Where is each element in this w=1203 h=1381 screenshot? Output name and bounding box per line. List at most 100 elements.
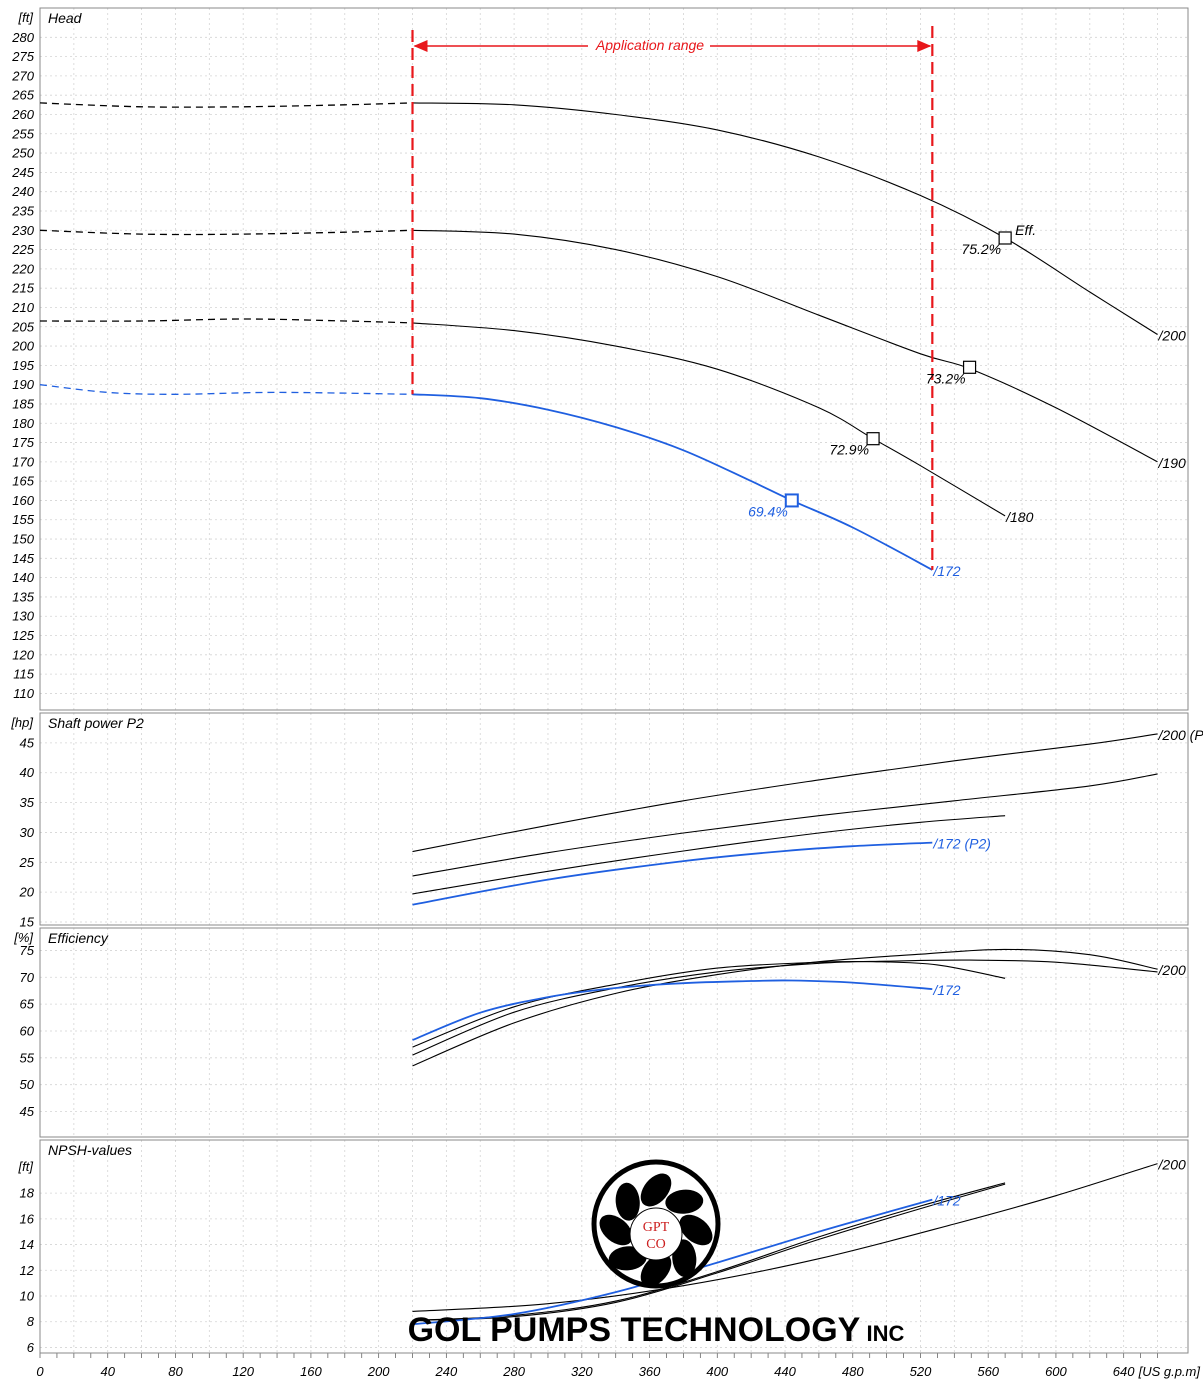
y-tick-label: 25: [19, 855, 35, 870]
y-tick-label: 155: [12, 512, 34, 527]
panel-frames: [39, 7, 1189, 1354]
bep-label: 72.9%: [829, 442, 869, 458]
text-layer: 1101151201251301351401451501551601651701…: [10, 10, 1203, 1379]
x-tick-label: 320: [571, 1364, 593, 1379]
y-tick-label: 225: [11, 242, 34, 257]
series-dashed-/172: [39, 384, 413, 395]
series-dashed-/190: [39, 229, 413, 236]
efficiency-annotation: Eff.: [1015, 222, 1036, 238]
bep-marker: [866, 432, 880, 446]
y-tick-label: 8: [27, 1314, 35, 1329]
series-dashed-/200: [39, 102, 413, 108]
y-tick-label: 265: [11, 88, 34, 103]
y-tick-label: 170: [12, 454, 34, 469]
grid-layer: [39, 8, 1188, 1358]
y-tick-label: 200: [11, 339, 34, 354]
panel-frame-2: [39, 927, 1189, 1138]
y-tick-label: 205: [11, 319, 34, 334]
x-tick-label: 600: [1045, 1364, 1067, 1379]
series-layer: [39, 26, 1158, 1326]
logo-blade: [615, 1182, 640, 1221]
y-tick-label: 140: [12, 570, 34, 585]
y-tick-label: 50: [20, 1077, 35, 1092]
logo-word-2: PUMPS: [490, 1311, 611, 1349]
panel-title: Head: [48, 10, 83, 26]
x-tick-label: 280: [502, 1364, 525, 1379]
logo-hub: [629, 1207, 683, 1261]
series-label: /190: [1158, 455, 1186, 471]
y-tick-label: 35: [20, 795, 35, 810]
y-tick-label: 70: [20, 970, 35, 985]
application-range-label: Application range: [595, 37, 704, 53]
bep-marker: [784, 493, 799, 508]
y-unit-label: [hp]: [10, 715, 33, 730]
panel-title: NPSH-values: [48, 1142, 132, 1158]
x-tick-label: 0: [36, 1364, 44, 1379]
x-tick-label: 520: [910, 1364, 932, 1379]
logo-blade: [640, 1173, 672, 1207]
y-tick-label: 235: [11, 203, 34, 218]
y-tick-label: 250: [11, 146, 34, 161]
logo-blade: [665, 1189, 704, 1214]
y-tick-label: 110: [13, 686, 34, 701]
series-label: /172: [932, 1193, 960, 1209]
series-label: /200: [1158, 1157, 1186, 1173]
series-line-2: [412, 960, 1006, 1048]
logo-suffix: INC: [867, 1321, 905, 1346]
company-logo: GPT CO GOL PUMPS TECHNOLOGY INC: [408, 1159, 905, 1349]
x-tick-label: 640: [1113, 1364, 1135, 1379]
series-label: /172: [932, 563, 960, 579]
arrowhead-right: [917, 40, 932, 52]
y-tick-label: 175: [12, 435, 34, 450]
y-tick-label: 12: [20, 1263, 35, 1278]
y-tick-label: 230: [11, 223, 34, 238]
logo-wordmark: GOL PUMPS TECHNOLOGY INC: [408, 1311, 905, 1349]
y-tick-label: 180: [12, 416, 34, 431]
bep-label: 75.2%: [961, 241, 1001, 257]
logo-word-1: GOL: [408, 1311, 481, 1349]
series-label: /172: [932, 982, 960, 998]
y-tick-label: 115: [13, 667, 34, 682]
y-tick-label: 45: [20, 1104, 35, 1119]
series-label: /172 (P2): [932, 836, 991, 852]
panel-frame-3: [39, 1139, 1189, 1354]
logo-impeller-blades: [599, 1173, 713, 1287]
panel-frame-1: [39, 712, 1189, 926]
y-tick-label: 60: [20, 1023, 35, 1038]
y-tick-label: 18: [20, 1186, 35, 1201]
x-tick-label: 120: [232, 1364, 254, 1379]
y-tick-label: 135: [12, 589, 34, 604]
y-tick-label: 14: [20, 1237, 34, 1252]
series-line-/190: [412, 229, 1158, 463]
y-tick-label: 270: [11, 68, 34, 83]
bep-marker: [998, 231, 1012, 245]
series-label: /200 (P2): [1158, 727, 1203, 743]
panel-frame-0: [39, 7, 1189, 711]
logo-emblem-line2: CO: [646, 1237, 665, 1252]
y-tick-label: 75: [20, 943, 35, 958]
logo-blade: [640, 1253, 672, 1287]
y-tick-label: 280: [11, 30, 34, 45]
y-tick-label: 55: [20, 1050, 35, 1065]
y-tick-label: 65: [20, 997, 35, 1012]
x-tick-label: 400: [706, 1364, 728, 1379]
y-tick-label: 10: [20, 1289, 35, 1304]
series-line-/200 (P2): [412, 733, 1158, 853]
series-label: /200: [1158, 327, 1186, 343]
y-tick-label: 6: [27, 1340, 35, 1355]
series-line-/200: [412, 102, 1158, 335]
y-tick-label: 16: [20, 1211, 35, 1226]
series-label: /180: [1005, 509, 1033, 525]
series-line-1: [412, 773, 1158, 877]
y-tick-label: 275: [11, 49, 34, 64]
series-line-1: [412, 959, 1158, 1056]
series-line-2: [412, 1183, 1006, 1321]
y-tick-label: 20: [19, 885, 35, 900]
y-tick-label: 145: [12, 551, 34, 566]
logo-blade: [679, 1214, 713, 1246]
series-line-/172: [412, 979, 933, 1041]
bep-label: 69.4%: [748, 503, 788, 519]
series-line-/172: [412, 393, 933, 571]
